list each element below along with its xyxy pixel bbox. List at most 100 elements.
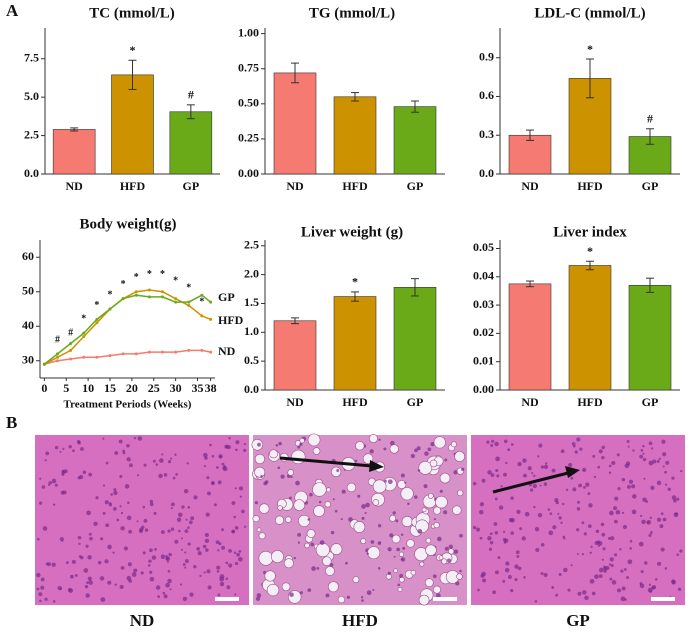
nucleus	[143, 463, 147, 467]
nucleus	[260, 475, 263, 478]
nucleus	[527, 466, 532, 471]
nucleus	[393, 555, 396, 558]
bar	[508, 283, 552, 391]
y-tick-label: 0.03	[473, 297, 494, 311]
nucleus	[51, 562, 56, 567]
nucleus	[180, 548, 184, 551]
nucleus	[600, 522, 605, 527]
vacuole	[307, 433, 321, 447]
point	[108, 307, 112, 311]
x-axis-label: Treatment Periods (Weeks)	[64, 399, 192, 411]
vacuole	[325, 566, 335, 576]
annotation: *	[199, 296, 204, 307]
nucleus	[648, 441, 653, 446]
nucleus	[138, 529, 143, 534]
nucleus	[336, 468, 340, 472]
nucleus	[494, 531, 499, 535]
nucleus	[51, 478, 57, 484]
vacuole	[406, 539, 415, 548]
nucleus	[519, 527, 523, 531]
point	[121, 352, 125, 356]
nucleus	[656, 459, 660, 463]
nucleus	[453, 470, 458, 475]
nucleus	[444, 546, 449, 551]
nucleus	[151, 555, 157, 560]
nucleus	[660, 512, 664, 516]
nucleus	[514, 577, 518, 582]
panel-label: B	[6, 413, 17, 432]
nucleus	[297, 445, 301, 449]
nucleus	[372, 588, 375, 591]
nucleus	[603, 566, 608, 571]
bar	[52, 129, 96, 175]
nucleus	[36, 587, 40, 591]
vacuole	[269, 449, 278, 459]
nucleus	[555, 501, 559, 505]
nucleus	[177, 512, 183, 518]
nucleus	[579, 447, 583, 451]
nucleus	[169, 588, 172, 591]
nucleus	[204, 538, 210, 544]
chart-title: TC (mmol/L)	[89, 5, 174, 21]
nucleus	[676, 497, 680, 501]
nucleus	[621, 477, 626, 482]
nucleus	[642, 457, 647, 462]
annotation: *	[186, 283, 191, 294]
nucleus	[221, 528, 224, 532]
nucleus	[77, 476, 81, 480]
nucleus	[88, 580, 93, 585]
nucleus	[167, 529, 171, 533]
annotation: *	[173, 276, 178, 287]
nucleus	[54, 483, 58, 487]
nucleus	[340, 518, 343, 521]
nucleus	[539, 484, 542, 487]
nucleus	[54, 445, 59, 450]
vacuole	[400, 487, 414, 501]
nucleus	[615, 509, 621, 515]
nucleus	[280, 474, 285, 479]
chart-title: TG (mmol/L)	[309, 5, 395, 21]
nucleus	[544, 462, 548, 465]
nucleus	[112, 551, 115, 554]
y-tick-label: 1.0	[244, 324, 259, 338]
nucleus	[627, 445, 630, 448]
nucleus	[222, 466, 226, 470]
nucleus	[680, 469, 683, 473]
nucleus	[39, 477, 42, 480]
nucleus	[149, 570, 153, 574]
nucleus	[646, 521, 650, 524]
nucleus	[119, 505, 122, 508]
nucleus	[481, 478, 486, 483]
nucleus	[221, 545, 226, 550]
vacuole	[313, 505, 325, 517]
significance-marker: #	[188, 88, 194, 102]
nucleus	[107, 580, 112, 585]
point	[147, 295, 151, 299]
nucleus	[582, 467, 587, 472]
nucleus	[147, 564, 151, 567]
nucleus	[640, 449, 644, 452]
nucleus	[206, 569, 211, 574]
nucleus	[472, 525, 477, 530]
nucleus	[161, 453, 164, 456]
nucleus	[235, 440, 240, 445]
nucleus	[557, 512, 560, 515]
nucleus	[570, 564, 573, 567]
nucleus	[494, 570, 499, 575]
nucleus	[608, 563, 612, 566]
nucleus	[213, 503, 217, 507]
nucleus	[387, 479, 393, 485]
nucleus	[578, 483, 582, 488]
nucleus	[594, 540, 599, 546]
nucleus	[547, 508, 551, 511]
nucleus	[400, 533, 404, 537]
nucleus	[671, 495, 677, 500]
nucleus	[648, 533, 652, 537]
nucleus	[662, 465, 665, 468]
nucleus	[597, 544, 600, 547]
x-tick-label: 10	[82, 381, 94, 395]
nucleus	[234, 487, 237, 490]
nucleus	[311, 566, 316, 571]
nucleus	[639, 582, 643, 585]
nucleus	[234, 561, 239, 566]
